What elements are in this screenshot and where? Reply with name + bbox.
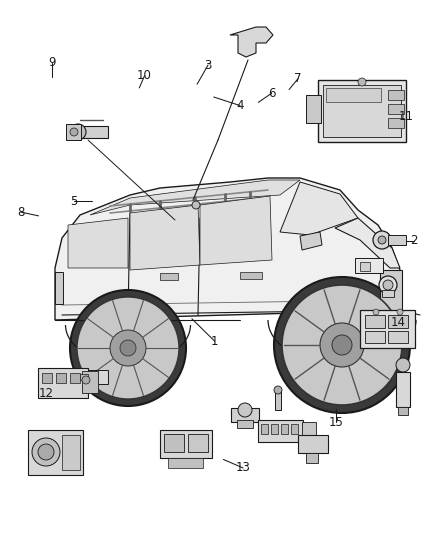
Circle shape	[70, 128, 78, 136]
Bar	[388, 90, 404, 100]
Circle shape	[383, 280, 393, 290]
Bar	[318, 80, 406, 142]
Bar	[388, 235, 406, 245]
Bar	[80, 374, 88, 380]
Bar	[302, 422, 316, 438]
Circle shape	[274, 277, 410, 413]
Circle shape	[373, 231, 391, 249]
Bar	[56, 373, 66, 383]
Text: 14: 14	[391, 316, 406, 329]
Bar	[62, 435, 80, 470]
Bar	[66, 124, 81, 140]
Text: 11: 11	[399, 110, 414, 123]
Bar	[55, 272, 63, 304]
Bar	[271, 424, 278, 434]
Text: 5: 5	[70, 195, 77, 208]
Circle shape	[358, 78, 366, 86]
Bar	[231, 408, 259, 422]
Text: 9: 9	[48, 56, 56, 69]
Circle shape	[379, 276, 397, 294]
Polygon shape	[300, 232, 322, 250]
Circle shape	[397, 309, 403, 315]
Bar	[168, 458, 203, 468]
Bar	[160, 430, 212, 458]
Bar	[291, 424, 298, 434]
Bar	[78, 126, 108, 138]
Circle shape	[332, 335, 352, 355]
Polygon shape	[280, 182, 358, 235]
Circle shape	[378, 236, 386, 244]
Polygon shape	[68, 218, 128, 268]
Bar	[382, 290, 394, 297]
Circle shape	[38, 444, 54, 460]
Bar	[360, 262, 370, 271]
Text: 3: 3	[205, 59, 212, 71]
Circle shape	[274, 386, 282, 394]
Circle shape	[120, 340, 136, 356]
Bar	[240, 272, 262, 279]
Circle shape	[320, 323, 364, 367]
Text: 2: 2	[410, 235, 418, 247]
Circle shape	[70, 124, 86, 140]
Bar	[388, 118, 404, 128]
Polygon shape	[200, 196, 272, 265]
Bar	[237, 420, 253, 428]
Text: 8: 8	[18, 206, 25, 219]
Circle shape	[70, 290, 186, 406]
Circle shape	[396, 358, 410, 372]
Bar	[82, 371, 98, 393]
Text: 7: 7	[294, 72, 302, 85]
Bar	[76, 370, 108, 384]
Bar	[261, 424, 268, 434]
Bar	[323, 85, 401, 137]
Circle shape	[82, 376, 90, 384]
Bar	[188, 434, 208, 452]
Circle shape	[110, 330, 146, 366]
Bar	[355, 258, 383, 273]
Text: 4: 4	[236, 99, 244, 112]
Circle shape	[32, 438, 60, 466]
Bar	[306, 453, 318, 463]
Bar	[38, 368, 88, 398]
Bar	[160, 273, 178, 280]
Bar	[380, 270, 402, 312]
Bar	[298, 435, 328, 453]
Text: 15: 15	[329, 416, 344, 429]
Circle shape	[282, 285, 402, 405]
Bar	[258, 420, 303, 442]
Polygon shape	[335, 218, 400, 268]
Bar	[306, 95, 321, 123]
Bar	[164, 434, 184, 452]
Polygon shape	[130, 205, 200, 270]
Circle shape	[373, 309, 379, 315]
Bar	[388, 331, 408, 343]
Bar	[275, 390, 281, 410]
Bar	[326, 88, 381, 102]
Polygon shape	[230, 27, 273, 57]
Polygon shape	[55, 178, 400, 320]
Circle shape	[238, 403, 252, 417]
Polygon shape	[90, 180, 300, 215]
Bar	[388, 104, 404, 114]
Bar	[28, 430, 83, 475]
Bar	[396, 372, 410, 407]
Circle shape	[192, 201, 200, 209]
Text: 12: 12	[39, 387, 53, 400]
Bar	[70, 373, 80, 383]
Bar	[365, 331, 385, 343]
Circle shape	[77, 297, 179, 399]
Bar	[360, 310, 415, 348]
Text: 1: 1	[211, 335, 219, 348]
Bar	[398, 407, 408, 415]
Bar	[365, 315, 385, 328]
Text: 6: 6	[268, 87, 276, 100]
Text: 10: 10	[137, 69, 152, 82]
Text: 13: 13	[236, 462, 251, 474]
Bar	[42, 373, 52, 383]
Bar	[388, 315, 408, 328]
Bar	[281, 424, 288, 434]
